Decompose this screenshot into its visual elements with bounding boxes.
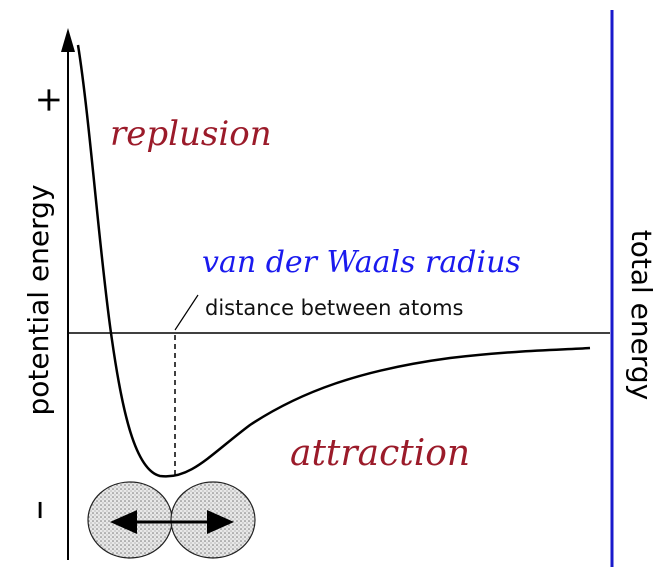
pointer-line: [175, 295, 198, 330]
plus-sign: +: [29, 86, 69, 115]
attraction-label: attraction: [290, 433, 470, 474]
y-axis-label: potential energy: [22, 184, 55, 415]
minus-sign: –: [15, 500, 61, 520]
x-axis-label: distance between atoms: [205, 296, 464, 320]
atom: [88, 482, 172, 558]
repulsion-label: replusion: [110, 114, 272, 154]
radius-label: van der Waals radius: [202, 245, 521, 280]
diagram: + potential energy – total energy replus…: [0, 0, 662, 567]
right-axis-label: total energy: [625, 230, 658, 401]
y-axis-arrow: [61, 28, 75, 52]
atom: [171, 482, 255, 558]
